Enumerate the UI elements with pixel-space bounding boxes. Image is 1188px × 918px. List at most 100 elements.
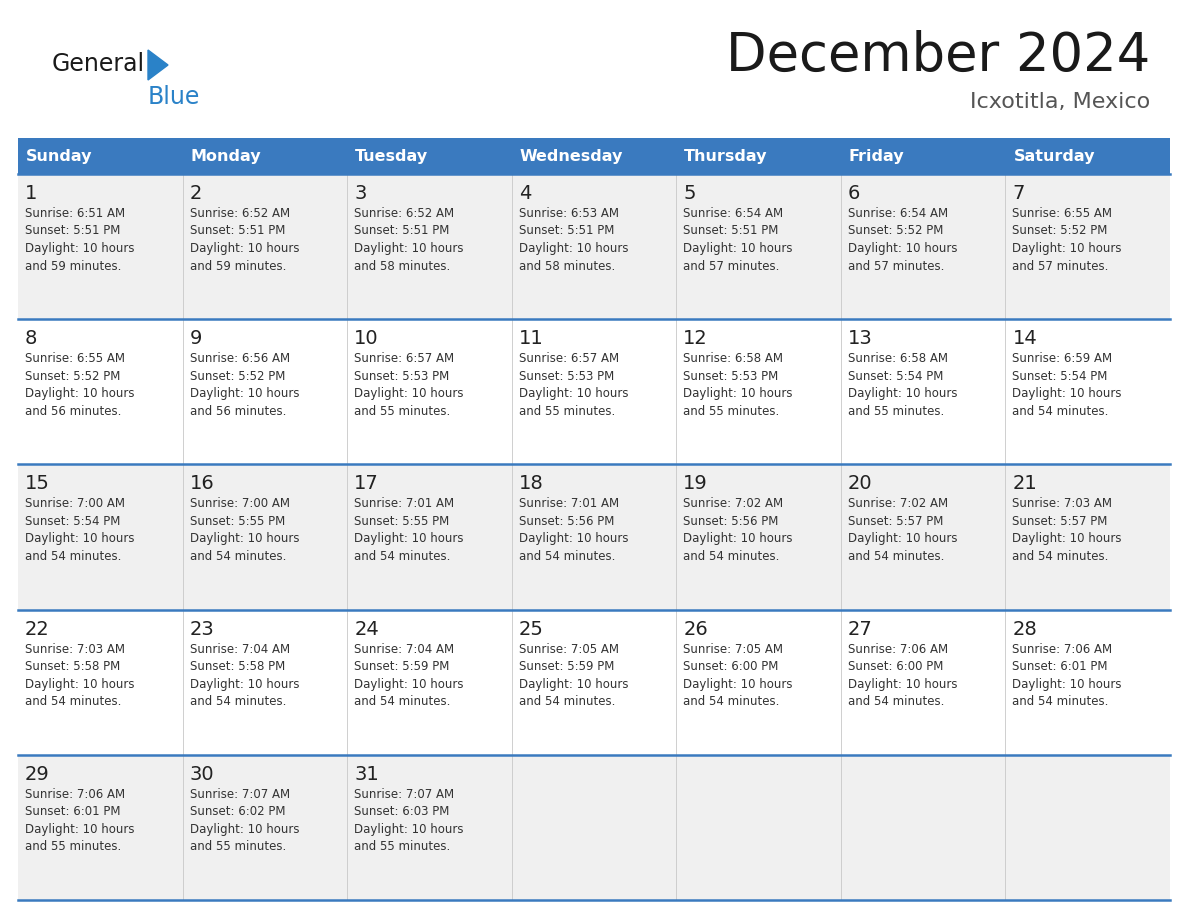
Text: 9: 9 xyxy=(190,330,202,348)
Text: Sunrise: 6:54 AM: Sunrise: 6:54 AM xyxy=(848,207,948,220)
Text: Daylight: 10 hours: Daylight: 10 hours xyxy=(1012,387,1121,400)
Text: and 55 minutes.: and 55 minutes. xyxy=(190,840,286,854)
Text: Sunset: 5:55 PM: Sunset: 5:55 PM xyxy=(190,515,285,528)
Text: Monday: Monday xyxy=(190,149,261,163)
Text: Daylight: 10 hours: Daylight: 10 hours xyxy=(190,532,299,545)
Text: Sunrise: 7:03 AM: Sunrise: 7:03 AM xyxy=(25,643,125,655)
Text: Sunset: 5:54 PM: Sunset: 5:54 PM xyxy=(1012,370,1107,383)
Text: and 54 minutes.: and 54 minutes. xyxy=(848,550,944,563)
Text: Sunrise: 6:58 AM: Sunrise: 6:58 AM xyxy=(683,353,783,365)
Text: Sunset: 5:59 PM: Sunset: 5:59 PM xyxy=(354,660,449,673)
Text: Sunrise: 6:57 AM: Sunrise: 6:57 AM xyxy=(519,353,619,365)
Text: Sunset: 5:57 PM: Sunset: 5:57 PM xyxy=(1012,515,1107,528)
Bar xyxy=(676,755,841,900)
Text: Sunset: 5:54 PM: Sunset: 5:54 PM xyxy=(25,515,120,528)
Text: Sunset: 5:58 PM: Sunset: 5:58 PM xyxy=(190,660,285,673)
Text: Sunrise: 6:55 AM: Sunrise: 6:55 AM xyxy=(25,353,125,365)
Text: Thursday: Thursday xyxy=(684,149,767,163)
Text: Daylight: 10 hours: Daylight: 10 hours xyxy=(848,532,958,545)
Text: and 54 minutes.: and 54 minutes. xyxy=(683,550,779,563)
Text: 5: 5 xyxy=(683,184,696,203)
Text: and 54 minutes.: and 54 minutes. xyxy=(519,550,615,563)
Text: Sunset: 5:53 PM: Sunset: 5:53 PM xyxy=(683,370,778,383)
Bar xyxy=(183,174,347,319)
Text: and 55 minutes.: and 55 minutes. xyxy=(519,405,615,418)
Text: 19: 19 xyxy=(683,475,708,493)
Text: Sunset: 5:52 PM: Sunset: 5:52 PM xyxy=(1012,225,1107,238)
Text: Sunrise: 6:59 AM: Sunrise: 6:59 AM xyxy=(1012,353,1112,365)
Bar xyxy=(512,755,676,900)
Text: 31: 31 xyxy=(354,765,379,784)
Text: and 54 minutes.: and 54 minutes. xyxy=(519,695,615,708)
Text: Sunset: 5:56 PM: Sunset: 5:56 PM xyxy=(683,515,778,528)
Text: Sunrise: 6:52 AM: Sunrise: 6:52 AM xyxy=(190,207,290,220)
Text: Sunset: 6:01 PM: Sunset: 6:01 PM xyxy=(1012,660,1108,673)
Text: Sunset: 5:54 PM: Sunset: 5:54 PM xyxy=(848,370,943,383)
Text: Daylight: 10 hours: Daylight: 10 hours xyxy=(354,823,463,835)
Text: 16: 16 xyxy=(190,475,214,493)
Text: 28: 28 xyxy=(1012,620,1037,639)
Text: Sunrise: 7:06 AM: Sunrise: 7:06 AM xyxy=(25,788,125,800)
Bar xyxy=(512,174,676,319)
Text: Sunset: 5:56 PM: Sunset: 5:56 PM xyxy=(519,515,614,528)
Text: 12: 12 xyxy=(683,330,708,348)
Bar xyxy=(347,138,512,174)
Bar xyxy=(18,755,183,900)
Text: 8: 8 xyxy=(25,330,37,348)
Text: Daylight: 10 hours: Daylight: 10 hours xyxy=(519,677,628,690)
Text: and 58 minutes.: and 58 minutes. xyxy=(354,260,450,273)
Bar xyxy=(676,174,841,319)
Text: and 55 minutes.: and 55 minutes. xyxy=(354,840,450,854)
Bar xyxy=(676,465,841,610)
Text: Sunrise: 6:52 AM: Sunrise: 6:52 AM xyxy=(354,207,454,220)
Text: Sunset: 5:58 PM: Sunset: 5:58 PM xyxy=(25,660,120,673)
Text: 18: 18 xyxy=(519,475,543,493)
Text: 25: 25 xyxy=(519,620,544,639)
Bar xyxy=(347,755,512,900)
Bar xyxy=(676,610,841,755)
Text: Sunrise: 6:57 AM: Sunrise: 6:57 AM xyxy=(354,353,454,365)
Text: and 54 minutes.: and 54 minutes. xyxy=(1012,405,1108,418)
Bar xyxy=(1005,319,1170,465)
Text: Sunset: 5:51 PM: Sunset: 5:51 PM xyxy=(25,225,120,238)
Bar xyxy=(841,319,1005,465)
Text: Blue: Blue xyxy=(148,85,201,109)
Text: Daylight: 10 hours: Daylight: 10 hours xyxy=(25,242,134,255)
Bar xyxy=(512,319,676,465)
Text: 17: 17 xyxy=(354,475,379,493)
Text: Sunrise: 7:04 AM: Sunrise: 7:04 AM xyxy=(190,643,290,655)
Text: Sunset: 5:57 PM: Sunset: 5:57 PM xyxy=(848,515,943,528)
Bar xyxy=(183,610,347,755)
Text: Daylight: 10 hours: Daylight: 10 hours xyxy=(1012,532,1121,545)
Bar xyxy=(841,174,1005,319)
Text: and 54 minutes.: and 54 minutes. xyxy=(190,695,286,708)
Bar xyxy=(18,319,183,465)
Text: Daylight: 10 hours: Daylight: 10 hours xyxy=(519,242,628,255)
Text: Sunset: 5:51 PM: Sunset: 5:51 PM xyxy=(354,225,449,238)
Bar xyxy=(841,610,1005,755)
Text: Daylight: 10 hours: Daylight: 10 hours xyxy=(519,532,628,545)
Text: 24: 24 xyxy=(354,620,379,639)
Text: Sunrise: 6:55 AM: Sunrise: 6:55 AM xyxy=(1012,207,1112,220)
Text: 30: 30 xyxy=(190,765,214,784)
Bar xyxy=(512,610,676,755)
Text: and 59 minutes.: and 59 minutes. xyxy=(25,260,121,273)
Text: 4: 4 xyxy=(519,184,531,203)
Text: and 54 minutes.: and 54 minutes. xyxy=(25,550,121,563)
Text: Daylight: 10 hours: Daylight: 10 hours xyxy=(190,823,299,835)
Text: 15: 15 xyxy=(25,475,50,493)
Text: 22: 22 xyxy=(25,620,50,639)
Bar xyxy=(512,138,676,174)
Text: and 54 minutes.: and 54 minutes. xyxy=(1012,695,1108,708)
Text: Sunset: 5:51 PM: Sunset: 5:51 PM xyxy=(683,225,778,238)
Text: Daylight: 10 hours: Daylight: 10 hours xyxy=(25,387,134,400)
Text: 21: 21 xyxy=(1012,475,1037,493)
Text: Daylight: 10 hours: Daylight: 10 hours xyxy=(190,677,299,690)
Text: Sunrise: 7:06 AM: Sunrise: 7:06 AM xyxy=(1012,643,1112,655)
Text: Icxotitla, Mexico: Icxotitla, Mexico xyxy=(969,92,1150,112)
Text: Sunset: 5:52 PM: Sunset: 5:52 PM xyxy=(25,370,120,383)
Bar xyxy=(1005,755,1170,900)
Bar xyxy=(183,138,347,174)
Text: and 57 minutes.: and 57 minutes. xyxy=(683,260,779,273)
Text: Sunrise: 7:06 AM: Sunrise: 7:06 AM xyxy=(848,643,948,655)
